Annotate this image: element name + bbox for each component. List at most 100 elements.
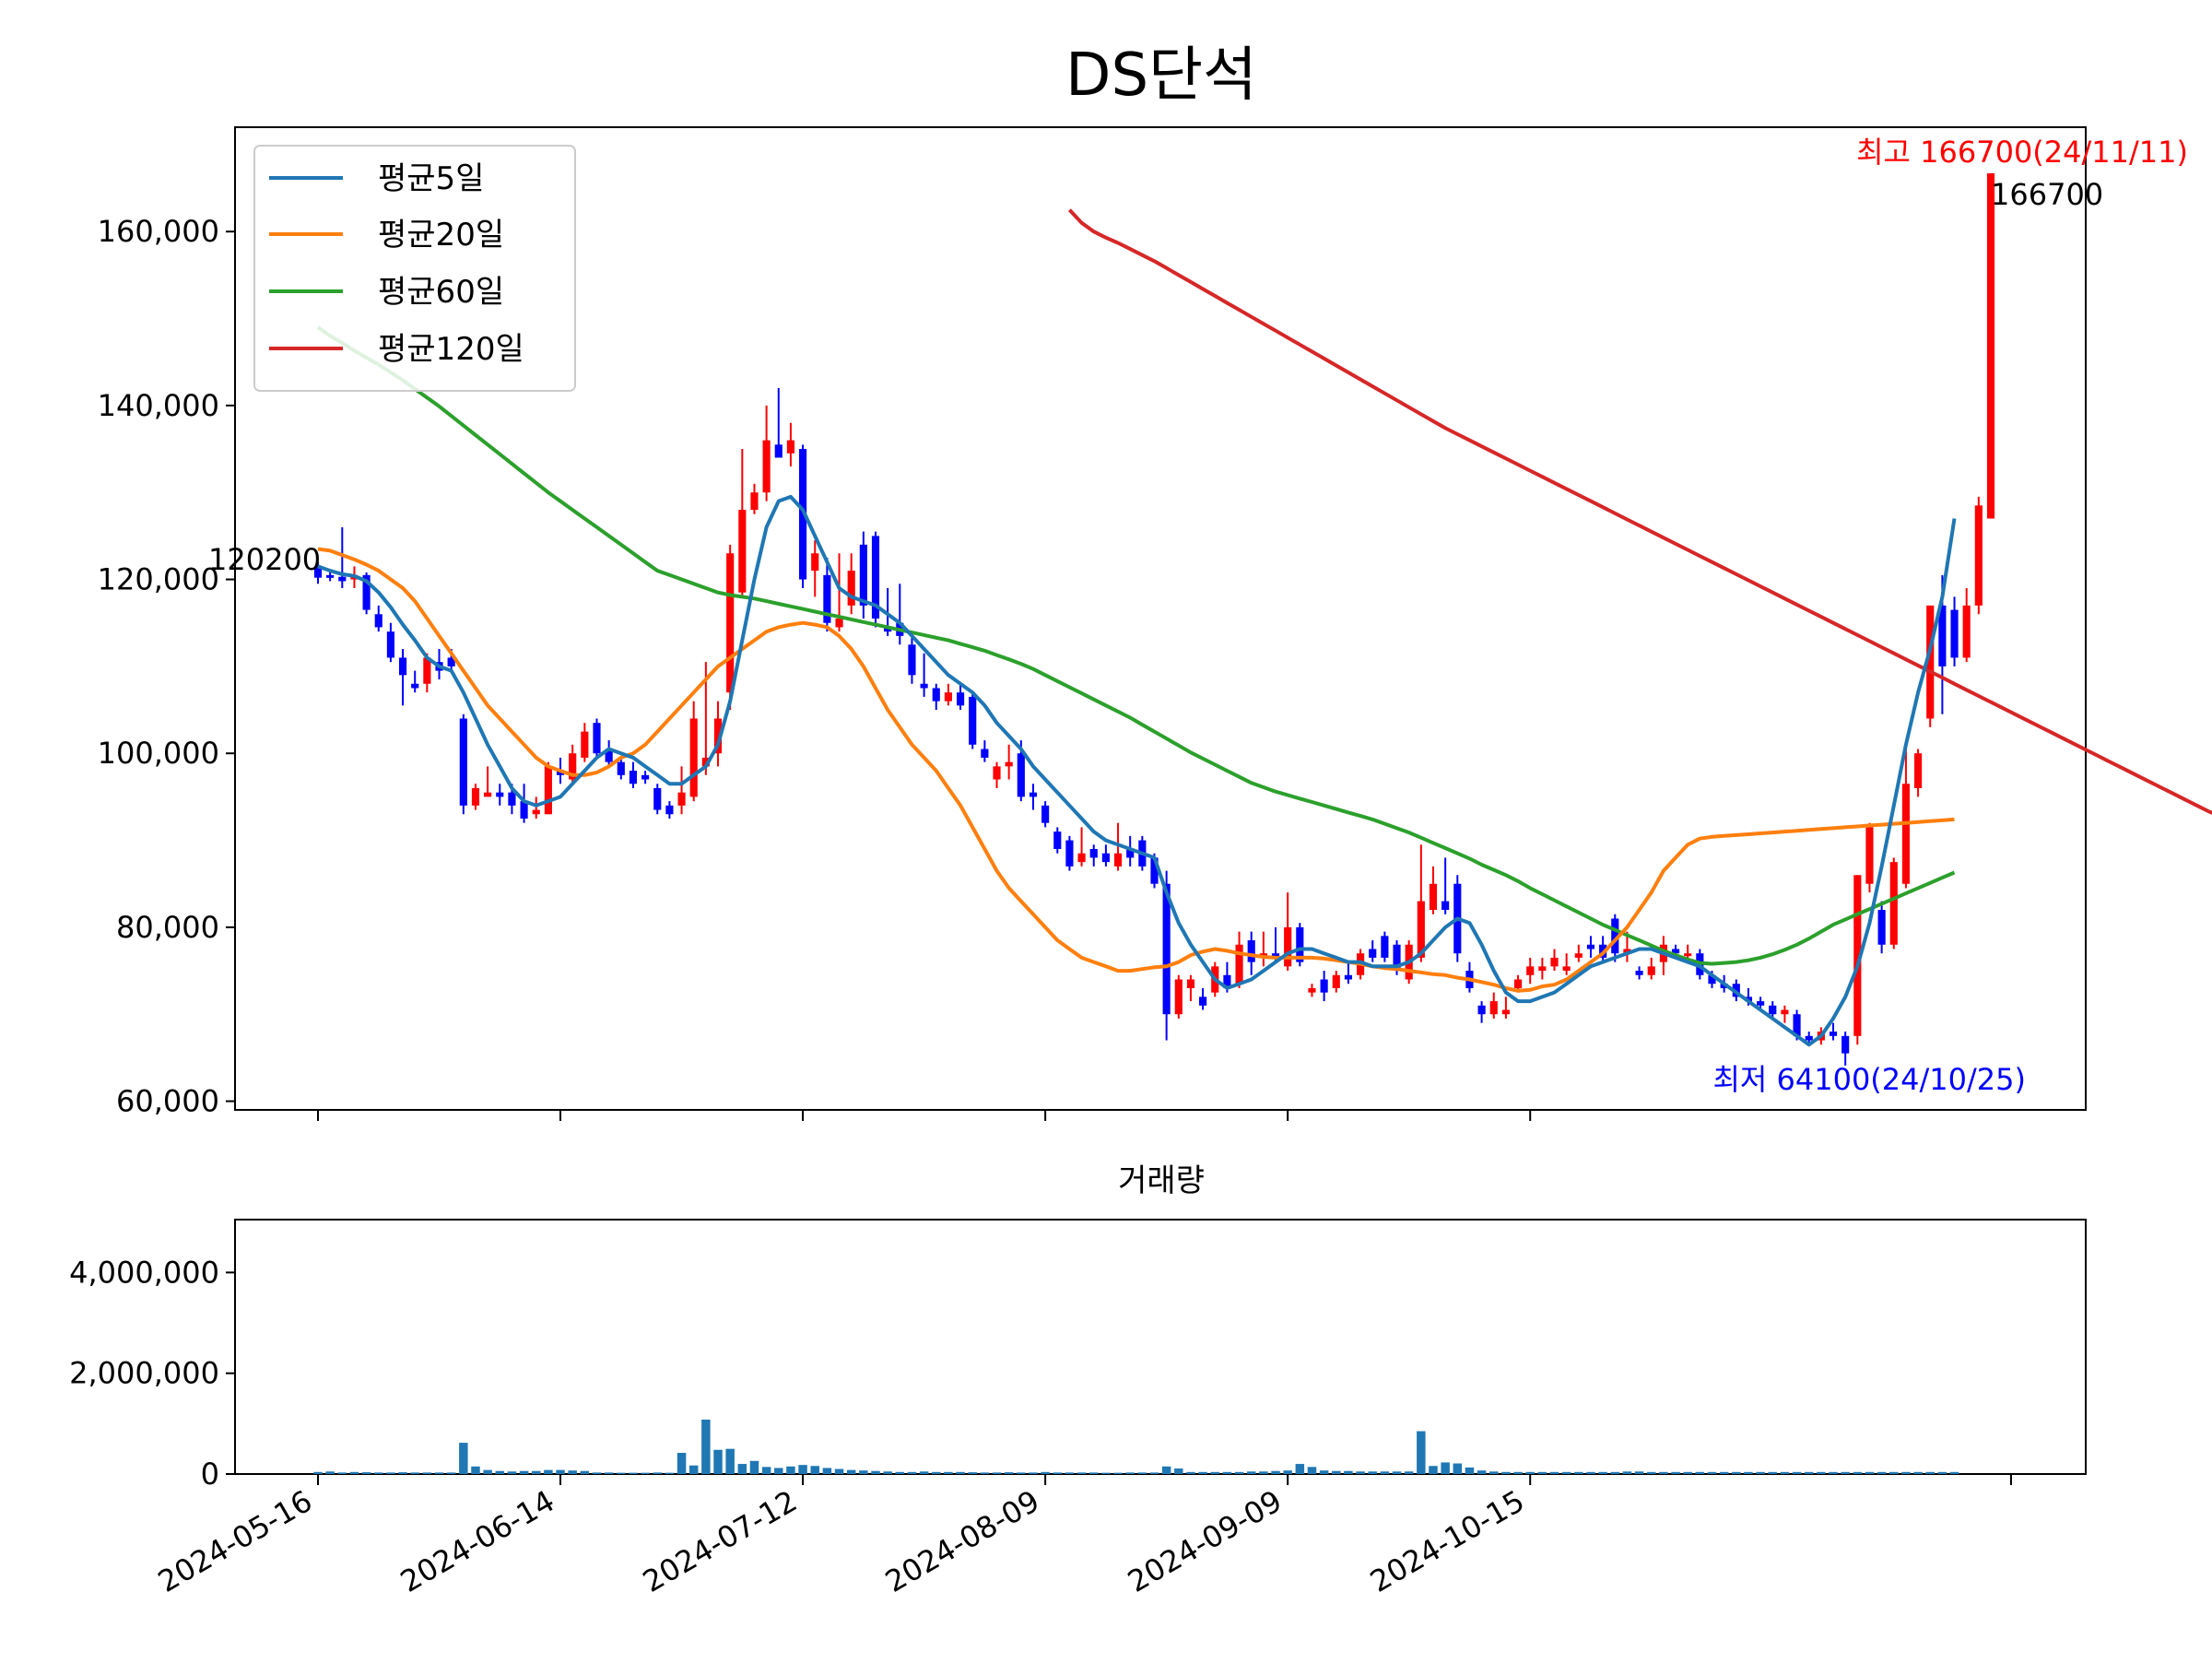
volume-x-tick-label: 2024-08-09	[879, 1483, 1045, 1599]
volume-bar	[349, 1471, 359, 1474]
legend: 평균5일 평균20일 평균60일 평균120일	[253, 145, 576, 392]
candle-body	[1901, 784, 1911, 884]
volume-bar	[701, 1419, 711, 1474]
volume-bar	[1029, 1472, 1038, 1474]
candle-body	[1477, 1005, 1486, 1015]
candle-body	[1271, 953, 1280, 958]
volume-bar	[544, 1469, 553, 1474]
candle-body	[1053, 832, 1062, 849]
volume-bar	[1732, 1471, 1741, 1474]
volume-bar	[1598, 1471, 1607, 1474]
candle-body	[956, 692, 965, 706]
candle-body	[871, 536, 880, 619]
candle-body	[689, 718, 698, 797]
candle-body	[1029, 792, 1038, 797]
candle-body	[1962, 605, 1971, 658]
volume-bar	[1949, 1471, 1959, 1474]
candle-body	[1889, 862, 1898, 945]
candle-body	[1513, 979, 1523, 988]
candle-body	[1077, 853, 1086, 863]
candle-body	[835, 619, 843, 628]
candle-body	[1926, 605, 1935, 719]
candle-body	[1332, 974, 1340, 988]
volume-bar	[895, 1471, 905, 1474]
volume-x-tick-label: 2024-10-15	[1364, 1483, 1530, 1599]
moving-average-lines	[316, 208, 2212, 1047]
volume-axes-frame	[234, 1219, 2087, 1475]
candle-body	[1526, 966, 1535, 975]
candle-body	[1113, 853, 1123, 867]
candle-body	[1089, 848, 1098, 858]
volume-bar-series	[313, 1419, 1959, 1474]
candle-body	[1344, 974, 1353, 980]
legend-label-ma20: 평균20일	[378, 217, 504, 254]
volume-bar	[1792, 1471, 1802, 1474]
volume-bar	[749, 1460, 759, 1474]
volume-bar	[1501, 1471, 1511, 1474]
candle-body	[338, 576, 347, 582]
volume-bar	[1453, 1463, 1463, 1474]
candle-body	[653, 787, 662, 810]
candle-body	[859, 544, 867, 606]
candle-body	[544, 766, 552, 815]
volume-bar	[871, 1470, 880, 1474]
highest-price-value: 166700	[1991, 177, 2103, 212]
candle-body	[677, 792, 686, 806]
candle-body	[1162, 883, 1171, 1015]
volume-bar	[1283, 1470, 1292, 1474]
first-close-value: 120200	[208, 542, 321, 577]
volume-bar	[617, 1472, 626, 1474]
volume-bar	[1574, 1471, 1583, 1474]
candle-body	[362, 574, 371, 610]
volume-y-tick-label: 2,000,000	[69, 1356, 219, 1391]
volume-bar	[1004, 1472, 1014, 1474]
volume-bar	[1622, 1471, 1632, 1474]
volume-x-tick-label: 2024-07-12	[637, 1483, 803, 1599]
volume-bar	[1865, 1471, 1875, 1474]
candle-body	[1757, 1001, 1765, 1006]
volume-bar	[1380, 1471, 1390, 1474]
volume-bar	[992, 1472, 1002, 1474]
volume-bar	[1344, 1470, 1353, 1474]
volume-bar	[1210, 1471, 1219, 1474]
volume-bar	[665, 1472, 675, 1474]
volume-bar	[1877, 1471, 1887, 1474]
highest-price-annotation: 최고 166700(24/11/11)	[1856, 135, 2188, 170]
candle-body	[1223, 974, 1231, 988]
legend-box	[253, 145, 576, 392]
volume-bar	[495, 1470, 505, 1474]
volume-bar	[737, 1464, 747, 1474]
volume-bar	[1404, 1471, 1414, 1474]
candle-body	[1805, 1035, 1813, 1041]
candle-body	[1441, 901, 1450, 911]
volume-bar	[1368, 1471, 1377, 1474]
volume-bar	[446, 1472, 456, 1474]
volume-bar	[471, 1466, 480, 1474]
volume-bar	[519, 1470, 529, 1474]
volume-bar	[1041, 1471, 1050, 1474]
volume-bar	[1913, 1471, 1923, 1474]
candle-body	[665, 805, 674, 815]
volume-bar	[932, 1471, 941, 1474]
volume-bar	[1332, 1470, 1341, 1474]
volume-bar	[1417, 1431, 1426, 1474]
ma5-line	[317, 494, 1957, 1047]
candlestick-series	[313, 172, 1995, 1066]
volume-bar	[1610, 1471, 1620, 1474]
volume-bar	[1356, 1471, 1365, 1474]
volume-bar	[834, 1468, 844, 1474]
volume-bar	[592, 1472, 602, 1474]
candle-body	[1938, 605, 1947, 666]
volume-bar	[1647, 1471, 1656, 1474]
volume-bar	[688, 1465, 699, 1474]
volume-bar	[1829, 1471, 1838, 1474]
candle-body	[1914, 753, 1923, 788]
candle-body	[1986, 172, 1995, 519]
volume-bar	[859, 1470, 868, 1474]
volume-bar	[532, 1470, 541, 1474]
candle-body	[1781, 1009, 1789, 1015]
candle-body	[1381, 936, 1389, 958]
volume-bar	[1307, 1467, 1317, 1474]
legend-label-ma60: 평균60일	[378, 274, 504, 311]
candle-body	[398, 657, 407, 676]
